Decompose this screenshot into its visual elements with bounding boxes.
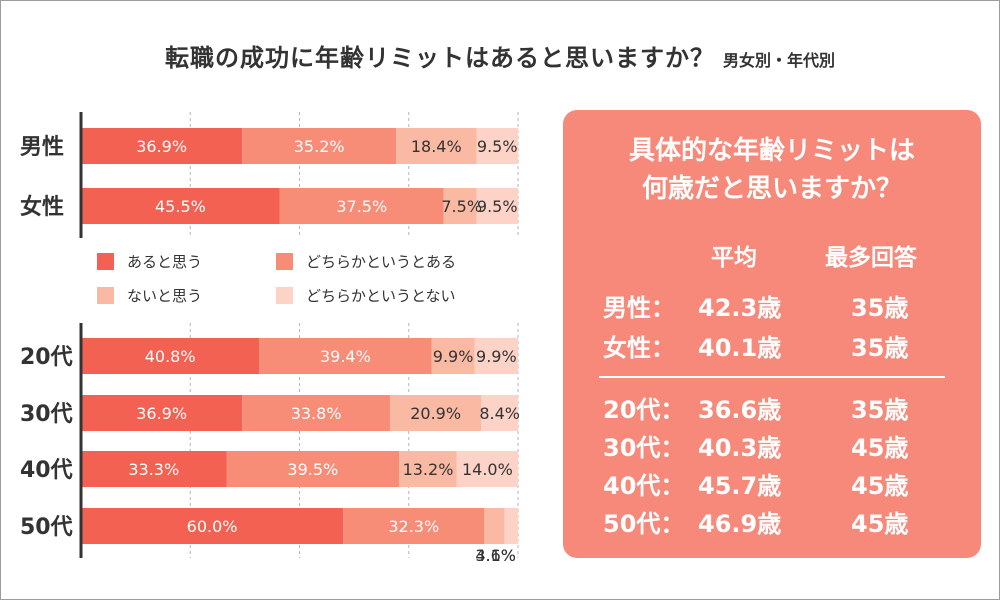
bar-segment-1 bbox=[81, 338, 260, 374]
bar-segment-1 bbox=[81, 188, 280, 224]
legend-swatch-1 bbox=[97, 253, 114, 270]
bar-segment-2 bbox=[343, 508, 485, 544]
data-label: 7.5% bbox=[441, 197, 482, 216]
row-average: 36.6歳 bbox=[698, 396, 782, 424]
panel-row-50s: 50代： 46.9歳 45歳 bbox=[563, 504, 981, 544]
data-label: 8.4% bbox=[479, 404, 520, 423]
row-average: 45.7歳 bbox=[698, 472, 782, 500]
col-header-average: 平均 bbox=[711, 245, 757, 271]
bar-segment-2 bbox=[242, 128, 397, 164]
row-most-common: 45歳 bbox=[851, 434, 909, 462]
data-label: 37.5% bbox=[336, 197, 387, 216]
data-label: 3.1% bbox=[475, 546, 516, 565]
panel-divider bbox=[599, 376, 945, 378]
row-average: 40.3歳 bbox=[698, 434, 782, 462]
category-label: 50代 bbox=[20, 515, 73, 540]
category-label: 男性 bbox=[20, 135, 64, 160]
row-average: 46.9歳 bbox=[698, 510, 782, 538]
data-label: 36.9% bbox=[136, 404, 187, 423]
data-label: 32.3% bbox=[388, 517, 439, 536]
bar-segment-1 bbox=[81, 128, 243, 164]
bar-segment-2 bbox=[242, 395, 390, 431]
panel-heading: 具体的な年齢リミットは 何歳だと思いますか？ bbox=[563, 132, 981, 208]
panel-row-20s: 20代： 36.6歳 35歳 bbox=[563, 390, 981, 430]
data-label: 40.8% bbox=[145, 347, 196, 366]
age-limit-panel: 具体的な年齢リミットは 何歳だと思いますか？ 平均 最多回答 男性： 42.3歳… bbox=[563, 110, 981, 558]
data-label: 60.0% bbox=[187, 517, 238, 536]
legend-label-2: どちらかというとある bbox=[306, 253, 456, 271]
bar-segment-4 bbox=[476, 128, 518, 164]
row-average: 42.3歳 bbox=[698, 294, 782, 322]
data-label: 9.5% bbox=[477, 197, 518, 216]
row-label: 男性： bbox=[603, 294, 675, 322]
legend-label-3: ないと思う bbox=[127, 287, 202, 305]
title-main: 転職の成功に年齢リミットはあると思いますか？ bbox=[164, 44, 715, 72]
legend-swatch-4 bbox=[276, 287, 293, 304]
data-label: 20.9% bbox=[410, 404, 461, 423]
bar-segment-3 bbox=[389, 395, 482, 431]
data-label: 39.4% bbox=[320, 347, 371, 366]
data-label: 14.0% bbox=[462, 460, 513, 479]
row-most-common: 45歳 bbox=[851, 510, 909, 538]
legend-label-1: あると思う bbox=[127, 253, 202, 271]
panel-row-30s: 30代： 40.3歳 45歳 bbox=[563, 428, 981, 468]
bar-segment-1 bbox=[81, 395, 243, 431]
bar-segment-1 bbox=[81, 508, 344, 544]
bar-segment-3 bbox=[396, 128, 477, 164]
chart-title: 転職の成功に年齢リミットはあると思いますか？ 男女別・年代別 bbox=[0, 38, 1000, 73]
bar-segment-4 bbox=[474, 338, 518, 374]
data-label: 39.5% bbox=[287, 460, 338, 479]
data-label: 4.6% bbox=[475, 546, 516, 565]
panel-row-40s: 40代： 45.7歳 45歳 bbox=[563, 466, 981, 506]
row-most-common: 35歳 bbox=[851, 294, 909, 322]
row-most-common: 35歳 bbox=[851, 396, 909, 424]
row-label: 20代： bbox=[603, 396, 685, 424]
data-label: 9.5% bbox=[477, 137, 518, 156]
row-label: 30代： bbox=[603, 434, 685, 462]
bar-segment-2 bbox=[279, 188, 444, 224]
bar-segment-3 bbox=[399, 451, 457, 487]
legend-swatch-3 bbox=[97, 287, 114, 304]
row-most-common: 45歳 bbox=[851, 472, 909, 500]
panel-row-female: 女性： 40.1歳 35歳 bbox=[563, 328, 981, 368]
data-label: 9.9% bbox=[476, 347, 517, 366]
bar-segment-2 bbox=[259, 338, 432, 374]
bar-segment-4 bbox=[476, 188, 518, 224]
data-label: 9.9% bbox=[433, 347, 474, 366]
bar-segment-4 bbox=[456, 451, 518, 487]
row-label: 40代： bbox=[603, 472, 685, 500]
data-label: 36.9% bbox=[136, 137, 187, 156]
data-label: 33.3% bbox=[128, 460, 179, 479]
data-label: 45.5% bbox=[155, 197, 206, 216]
category-label: 40代 bbox=[20, 458, 73, 483]
legend-swatch-2 bbox=[276, 253, 293, 270]
category-label: 女性 bbox=[20, 194, 64, 220]
data-label: 13.2% bbox=[403, 460, 454, 479]
bar-segment-4 bbox=[504, 508, 518, 544]
bar-segment-3 bbox=[431, 338, 475, 374]
bar-segment-1 bbox=[81, 451, 227, 487]
bar-segment-2 bbox=[226, 451, 400, 487]
row-average: 40.1歳 bbox=[698, 334, 782, 362]
legend-label-4: どちらかというとない bbox=[306, 287, 456, 305]
col-header-most-common: 最多回答 bbox=[825, 245, 917, 271]
category-label: 20代 bbox=[20, 345, 73, 370]
bar-segment-4 bbox=[481, 395, 518, 431]
data-label: 18.4% bbox=[411, 137, 462, 156]
title-sub: 男女別・年代別 bbox=[722, 51, 835, 70]
bar-segment-3 bbox=[484, 508, 505, 544]
data-label: 33.8% bbox=[291, 404, 342, 423]
category-label: 30代 bbox=[20, 402, 73, 427]
row-label: 女性： bbox=[603, 334, 675, 362]
panel-row-male: 男性： 42.3歳 35歳 bbox=[563, 288, 981, 328]
row-label: 50代： bbox=[603, 510, 685, 538]
data-label: 35.2% bbox=[294, 137, 345, 156]
panel-heading-line2: 何歳だと思いますか？ bbox=[641, 174, 902, 204]
panel-heading-line1: 具体的な年齢リミットは bbox=[628, 136, 915, 166]
bar-segment-3 bbox=[443, 188, 477, 224]
row-most-common: 35歳 bbox=[851, 334, 909, 362]
